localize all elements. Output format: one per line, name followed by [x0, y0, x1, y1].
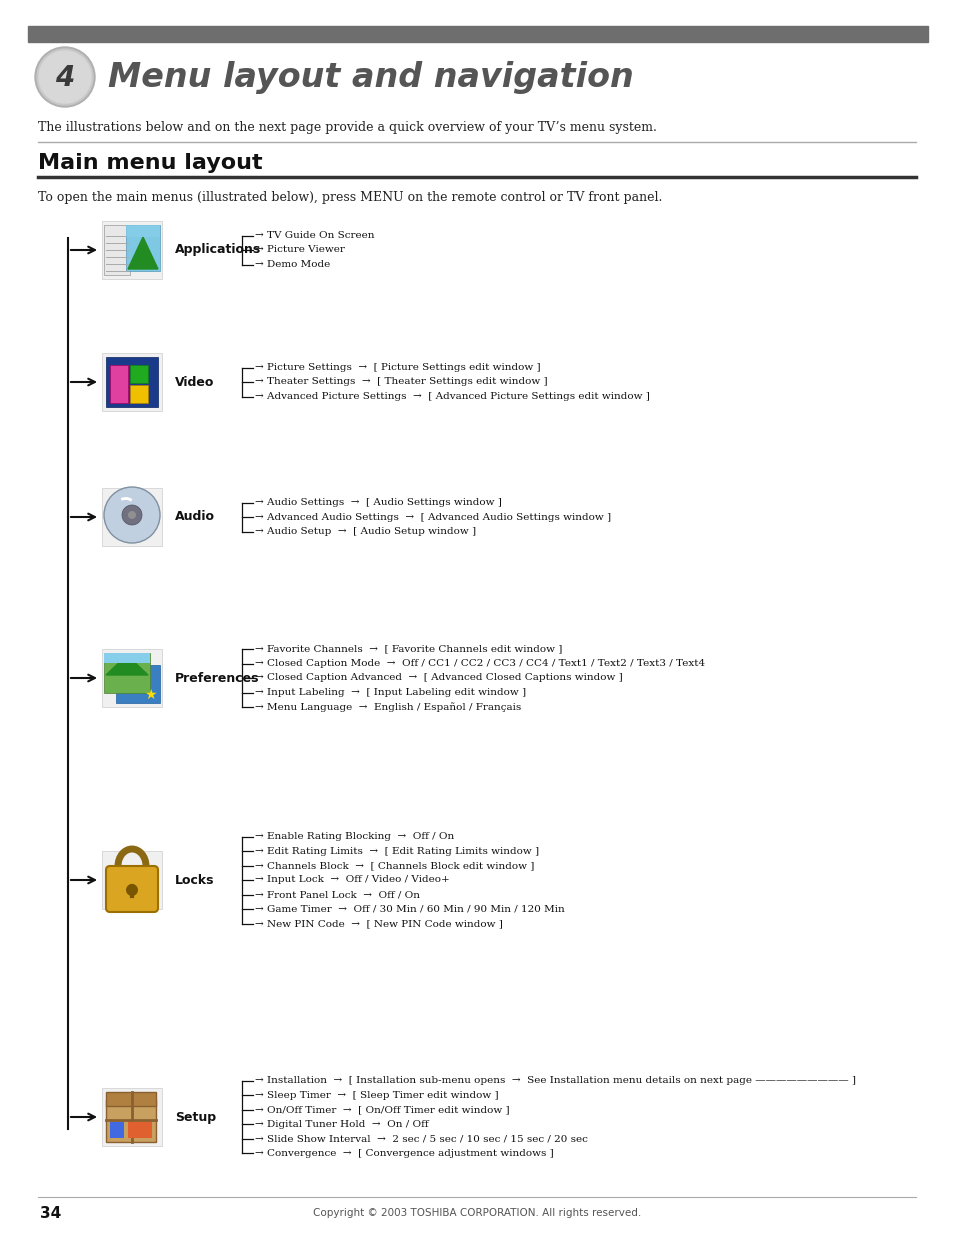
Text: → Channels Block  →  [ Channels Block edit window ]: → Channels Block → [ Channels Block edit…: [254, 861, 534, 869]
Text: → Audio Setup  →  [ Audio Setup window ]: → Audio Setup → [ Audio Setup window ]: [254, 527, 476, 536]
Bar: [130, 366, 148, 383]
Text: → Favorite Channels  →  [ Favorite Channels edit window ]: → Favorite Channels → [ Favorite Channel…: [254, 645, 561, 653]
Text: → Theater Settings  →  [ Theater Settings edit window ]: → Theater Settings → [ Theater Settings …: [254, 378, 547, 387]
Text: → Menu Language  →  English / Español / Français: → Menu Language → English / Español / Fr…: [254, 703, 520, 711]
Text: → Convergence  →  [ Convergence adjustment windows ]: → Convergence → [ Convergence adjustment…: [254, 1149, 553, 1157]
Polygon shape: [128, 237, 158, 269]
Text: → Picture Viewer: → Picture Viewer: [254, 246, 345, 254]
Text: → New PIN Code  →  [ New PIN Code window ]: → New PIN Code → [ New PIN Code window ]: [254, 919, 502, 927]
Bar: [104, 225, 130, 275]
Bar: [102, 1088, 162, 1146]
Circle shape: [122, 505, 142, 525]
Text: → Audio Settings  →  [ Audio Settings window ]: → Audio Settings → [ Audio Settings wind…: [254, 498, 501, 508]
Text: Audio: Audio: [174, 510, 214, 524]
Text: Locks: Locks: [174, 873, 214, 887]
Bar: [104, 653, 150, 663]
Text: Menu layout and navigation: Menu layout and navigation: [108, 61, 633, 94]
Bar: [102, 650, 162, 706]
Bar: [102, 851, 162, 909]
Text: → Front Panel Lock  →  Off / On: → Front Panel Lock → Off / On: [254, 890, 419, 899]
Text: 4: 4: [55, 64, 74, 91]
Text: Setup: Setup: [174, 1110, 216, 1124]
Bar: [102, 353, 162, 411]
Bar: [126, 225, 160, 270]
Text: → Game Timer  →  Off / 30 Min / 60 Min / 90 Min / 120 Min: → Game Timer → Off / 30 Min / 60 Min / 9…: [254, 904, 564, 914]
Text: → Closed Caption Advanced  →  [ Advanced Closed Captions window ]: → Closed Caption Advanced → [ Advanced C…: [254, 673, 622, 683]
Text: → Advanced Picture Settings  →  [ Advanced Picture Settings edit window ]: → Advanced Picture Settings → [ Advanced…: [254, 391, 649, 401]
Bar: [128, 1123, 152, 1137]
Bar: [106, 357, 158, 408]
Bar: [110, 366, 128, 403]
Bar: [102, 221, 162, 279]
Text: → Advanced Audio Settings  →  [ Advanced Audio Settings window ]: → Advanced Audio Settings → [ Advanced A…: [254, 513, 611, 521]
Text: Copyright © 2003 TOSHIBA CORPORATION. All rights reserved.: Copyright © 2003 TOSHIBA CORPORATION. Al…: [313, 1208, 640, 1218]
Circle shape: [37, 49, 92, 105]
Text: → Picture Settings  →  [ Picture Settings edit window ]: → Picture Settings → [ Picture Settings …: [254, 363, 540, 372]
Text: → Slide Show Interval  →  2 sec / 5 sec / 10 sec / 15 sec / 20 sec: → Slide Show Interval → 2 sec / 5 sec / …: [254, 1134, 587, 1144]
Text: 34: 34: [40, 1205, 61, 1220]
Text: → TV Guide On Screen: → TV Guide On Screen: [254, 231, 375, 240]
Text: → Installation  →  [ Installation sub-menu opens  →  See Installation menu detai: → Installation → [ Installation sub-menu…: [254, 1076, 855, 1086]
Text: → Demo Mode: → Demo Mode: [254, 261, 330, 269]
Text: Preferences: Preferences: [174, 672, 259, 684]
Circle shape: [128, 511, 136, 519]
Bar: [106, 1100, 156, 1142]
Text: → Sleep Timer  →  [ Sleep Timer edit window ]: → Sleep Timer → [ Sleep Timer edit windo…: [254, 1091, 498, 1099]
Bar: [106, 1092, 156, 1107]
Text: The illustrations below and on the next page provide a quick overview of your TV: The illustrations below and on the next …: [38, 121, 657, 133]
Polygon shape: [106, 655, 148, 676]
Text: → On/Off Timer  →  [ On/Off Timer edit window ]: → On/Off Timer → [ On/Off Timer edit win…: [254, 1105, 509, 1114]
Bar: [110, 1123, 124, 1137]
Circle shape: [39, 51, 91, 103]
Bar: [126, 225, 160, 237]
Bar: [102, 488, 162, 546]
Circle shape: [104, 487, 160, 543]
Text: Applications: Applications: [174, 243, 261, 257]
Circle shape: [126, 884, 138, 897]
Text: → Edit Rating Limits  →  [ Edit Rating Limits window ]: → Edit Rating Limits → [ Edit Rating Lim…: [254, 846, 538, 856]
Text: ★: ★: [144, 688, 156, 701]
Circle shape: [35, 47, 95, 107]
Text: → Input Lock  →  Off / Video / Video+: → Input Lock → Off / Video / Video+: [254, 876, 449, 884]
Text: To open the main menus (illustrated below), press MENU on the remote control or : To open the main menus (illustrated belo…: [38, 190, 661, 204]
Text: Video: Video: [174, 375, 214, 389]
Text: → Closed Caption Mode  →  Off / CC1 / CC2 / CC3 / CC4 / Text1 / Text2 / Text3 / : → Closed Caption Mode → Off / CC1 / CC2 …: [254, 659, 704, 668]
Bar: [28, 26, 927, 42]
Bar: [116, 664, 160, 703]
Bar: [130, 385, 148, 403]
Text: → Digital Tuner Hold  →  On / Off: → Digital Tuner Hold → On / Off: [254, 1120, 428, 1129]
Text: Main menu layout: Main menu layout: [38, 153, 262, 173]
Text: → Input Labeling  →  [ Input Labeling edit window ]: → Input Labeling → [ Input Labeling edit…: [254, 688, 525, 697]
Text: → Enable Rating Blocking  →  Off / On: → Enable Rating Blocking → Off / On: [254, 832, 454, 841]
FancyBboxPatch shape: [106, 866, 158, 911]
Bar: [104, 653, 150, 693]
